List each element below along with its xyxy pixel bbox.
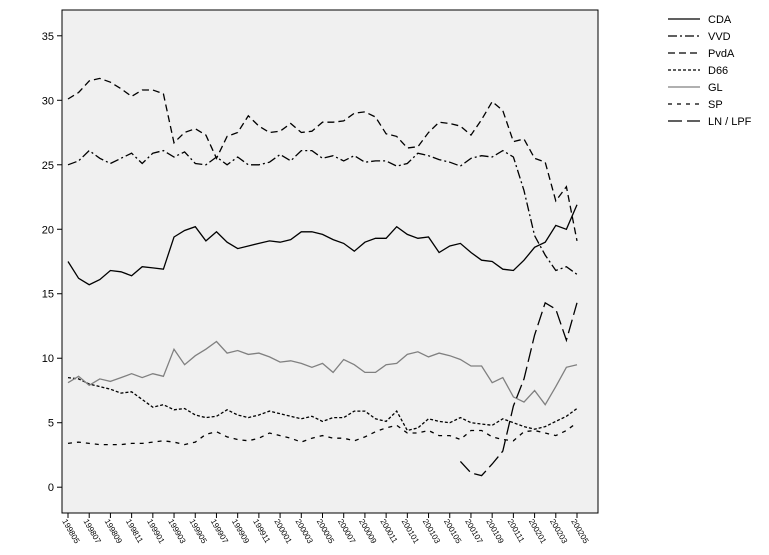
series-line <box>67 149 578 275</box>
x-tick-label: 200003 <box>294 518 315 546</box>
x-tick-label: 200103 <box>421 518 442 546</box>
legend-label: SP <box>708 99 723 111</box>
series-line <box>459 301 578 477</box>
x-tick-label: 199911 <box>251 518 272 546</box>
x-tick-label: 200205 <box>569 518 590 546</box>
y-tick-label: 10 <box>42 353 54 365</box>
x-tick-label: 199809 <box>103 518 124 546</box>
x-tick-label: 199903 <box>166 518 187 546</box>
y-tick-label: 0 <box>48 482 54 494</box>
series-line <box>67 340 578 406</box>
legend-label: VVD <box>708 31 731 43</box>
x-tick-label: 200109 <box>484 518 505 546</box>
x-tick-label: 200203 <box>548 518 569 546</box>
x-tick-label: 200111 <box>506 518 527 545</box>
series-line <box>67 422 578 446</box>
x-tick-label: 199907 <box>209 518 230 546</box>
legend-label: LN / LPF <box>708 116 752 128</box>
x-tick-label: 200101 <box>400 518 421 546</box>
x-tick-label: 200105 <box>442 518 463 546</box>
x-tick-label: 199807 <box>81 518 102 546</box>
y-tick-label: 5 <box>48 418 54 430</box>
x-tick-label: 200011 <box>378 518 399 546</box>
series-line <box>67 376 578 432</box>
y-tick-label: 30 <box>42 95 54 107</box>
x-tick-label: 200005 <box>315 518 336 546</box>
x-tick-label: 200201 <box>527 518 548 546</box>
x-tick-label: 200001 <box>272 518 293 546</box>
series-line <box>67 204 578 286</box>
y-tick-label: 35 <box>42 31 54 43</box>
x-tick-label: 199909 <box>230 518 251 546</box>
legend-label: D66 <box>708 65 728 77</box>
y-tick-label: 20 <box>42 224 54 236</box>
plot-area <box>61 9 599 514</box>
x-tick-label: 200107 <box>463 518 484 546</box>
legend-label: PvdA <box>708 48 735 60</box>
x-tick-label: 199805 <box>60 518 81 546</box>
x-tick-label: 199905 <box>188 518 209 546</box>
legend-label: GL <box>708 82 723 94</box>
x-tick-label: 200009 <box>357 518 378 546</box>
x-tick-label: 200007 <box>336 518 357 546</box>
x-tick-label: 199901 <box>145 518 166 546</box>
x-tick-label: 199811 <box>124 518 145 546</box>
y-tick-label: 15 <box>42 289 54 301</box>
series-line <box>67 77 578 242</box>
y-tick-label: 25 <box>42 160 54 172</box>
legend-label: CDA <box>708 14 732 26</box>
